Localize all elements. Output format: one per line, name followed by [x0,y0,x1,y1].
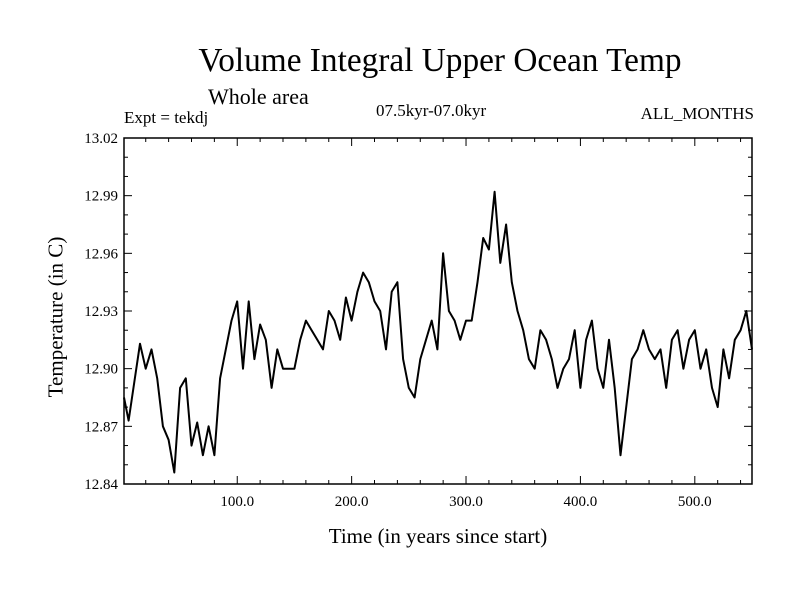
x-tick-label: 400.0 [564,494,598,510]
months-label: ALL_MONTHS [640,104,754,123]
x-tick-label: 500.0 [678,494,712,510]
y-tick-label: 13.02 [84,131,118,147]
chart-title: Volume Integral Upper Ocean Temp [198,42,682,79]
x-axis-label: Time (in years since start) [328,524,548,548]
series-line [123,190,753,474]
chart-subtitle: Whole area [208,84,309,109]
experiment-label: Expt = tekdj [124,108,209,127]
x-tick-label: 100.0 [220,494,254,510]
y-tick-label: 12.87 [84,419,118,435]
y-tick-label: 12.84 [84,477,118,493]
y-tick-label: 12.99 [84,189,118,205]
y-tick-label: 12.96 [84,246,118,262]
y-tick-label: 12.93 [84,304,118,320]
plot-frame [123,137,753,485]
period-label: 07.5kyr-07.0kyr [376,101,487,120]
y-tick-label: 12.90 [84,362,118,378]
x-tick-label: 300.0 [449,494,483,510]
x-tick-label: 200.0 [335,494,369,510]
